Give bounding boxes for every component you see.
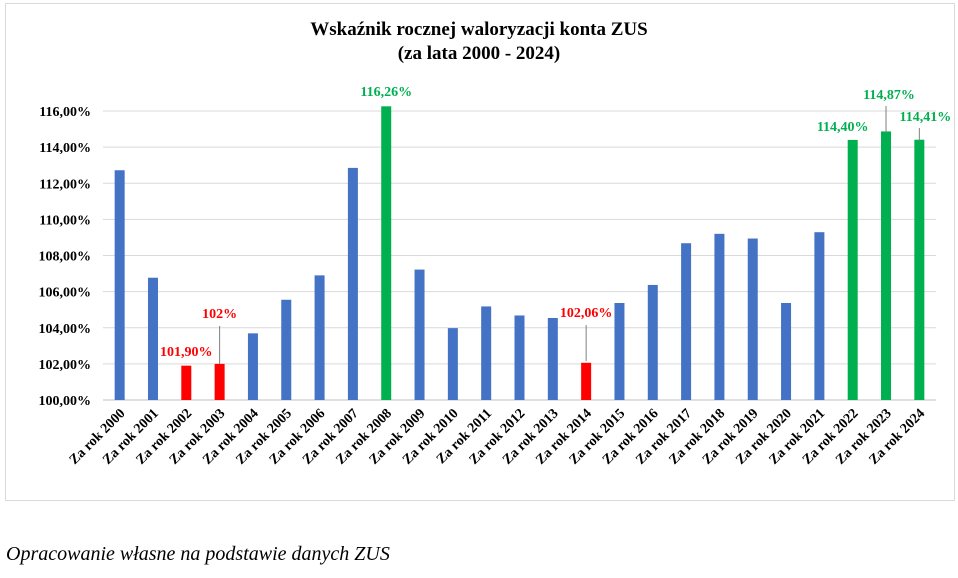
bar [381,106,392,401]
bar [914,139,925,401]
bar [281,299,292,400]
bar [147,277,158,400]
bar [214,363,225,400]
bar [847,139,858,400]
bar [514,315,525,400]
data-label: 102,06% [560,306,613,321]
y-tick-label: 104,00% [39,322,92,337]
y-tick-label: 116,00% [39,105,91,120]
data-label: 116,26% [360,85,412,100]
bar [447,328,458,400]
bar [781,303,792,400]
bar [814,232,825,400]
bar [714,233,725,400]
y-tick-label: 102,00% [39,358,92,373]
bar [247,333,258,400]
data-label: 114,41% [899,110,951,125]
bar [647,284,658,400]
bar [614,303,625,400]
bar [414,269,425,400]
data-label: 102% [202,307,237,322]
bar [747,238,758,400]
bar [881,131,892,400]
y-tick-label: 106,00% [39,286,92,301]
bar [681,243,692,400]
data-label: 101,90% [160,345,213,360]
y-tick-label: 100,00% [39,394,92,409]
bar-chart: Wskaźnik rocznej waloryzacji konta ZUS (z… [39,19,952,468]
y-tick-label: 108,00% [39,250,92,265]
chart-frame: Wskaźnik rocznej waloryzacji konta ZUS (z… [5,3,955,501]
data-label: 114,87% [863,88,915,103]
bar [581,362,592,400]
y-tick-label: 110,00% [39,213,91,228]
bar [481,306,492,400]
bar [547,317,558,400]
bar [314,275,325,400]
y-tick-label: 112,00% [39,177,91,192]
source-caption: Opracowanie własne na podstawie danych Z… [6,543,390,565]
chart-title-line: (za lata 2000 - 2024) [398,43,561,64]
bar [347,167,358,400]
bar [114,170,125,400]
data-label: 114,40% [817,120,869,135]
bar [181,365,192,400]
chart-title-line: Wskaźnik rocznej waloryzacji konta ZUS [310,19,647,40]
y-tick-label: 114,00% [39,141,91,156]
